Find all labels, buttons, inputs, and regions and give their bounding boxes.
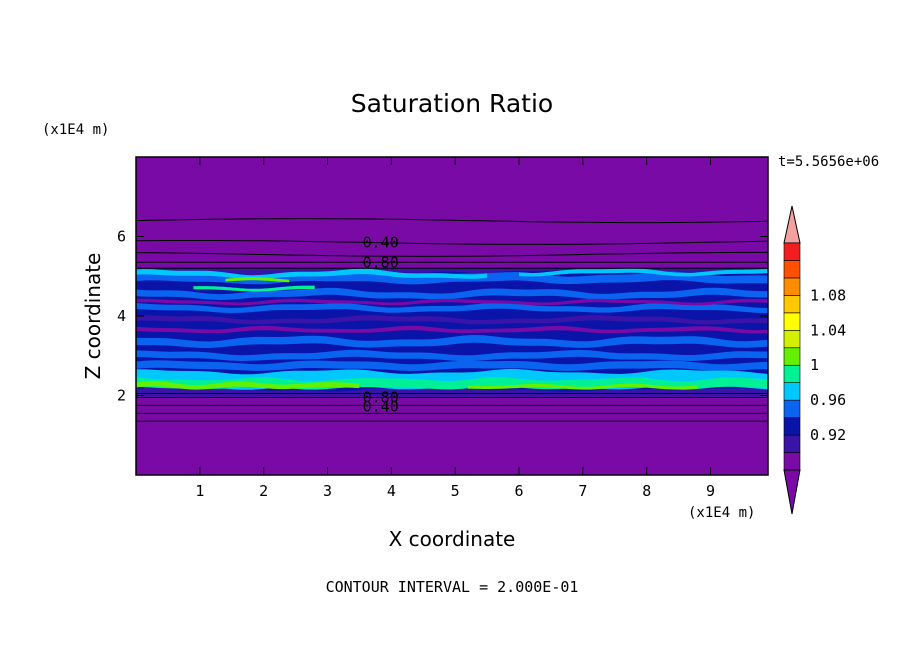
colorbar: 0.92 0.96 1 1.04 1.08 bbox=[783, 205, 846, 515]
x-tick-label-8: 8 bbox=[642, 482, 651, 500]
contour-line-0 bbox=[136, 218, 768, 224]
contour-interval-note: CONTOUR INTERVAL = 2.000E-01 bbox=[326, 578, 579, 596]
z-axis-ticks: 2 4 6 bbox=[117, 228, 768, 405]
contour-label-0: 0.40 bbox=[363, 233, 399, 251]
band-upper-green bbox=[193, 285, 315, 292]
contour-line-2 bbox=[136, 251, 768, 257]
colorbar-swatch-10 bbox=[783, 277, 801, 296]
band-upper-cyan-right bbox=[519, 268, 768, 277]
band-streak-3 bbox=[136, 315, 768, 325]
x-tick-label-6: 6 bbox=[515, 482, 524, 500]
plot-area: 0.400.800.800.40 bbox=[136, 157, 768, 475]
colorbar-under-arrow bbox=[783, 469, 801, 515]
contour-label-3: 0.40 bbox=[363, 398, 399, 416]
colorbar-swatch-2 bbox=[783, 417, 801, 436]
colorbar-swatch-11 bbox=[783, 260, 801, 279]
colorbar-swatch-9 bbox=[783, 295, 801, 314]
band-streak-5 bbox=[136, 349, 768, 362]
x-axis-ticks: 1 2 3 4 5 6 7 8 9 bbox=[195, 157, 715, 500]
z-axis-title: Z coordinate bbox=[81, 253, 105, 380]
contour-label-2: 0.80 bbox=[363, 388, 399, 406]
colorbar-swatch-4 bbox=[783, 382, 801, 401]
colorbar-swatch-8 bbox=[783, 312, 801, 331]
band-streak-1 bbox=[136, 287, 768, 300]
band-upper-cyan bbox=[136, 268, 488, 280]
contour-label-1: 0.80 bbox=[363, 253, 399, 271]
colorbar-label-1.04: 1.04 bbox=[810, 321, 846, 339]
colorbar-swatch-0 bbox=[783, 452, 801, 471]
band-streak-2 bbox=[136, 302, 768, 313]
colorbar-over-arrow bbox=[783, 205, 801, 244]
x-axis-title: X coordinate bbox=[389, 527, 516, 551]
colorbar-swatch-5 bbox=[783, 364, 801, 383]
x-tick-label-7: 7 bbox=[578, 482, 587, 500]
z-tick-label-2: 2 bbox=[117, 387, 126, 405]
x-tick-label-2: 2 bbox=[259, 482, 268, 500]
band-lower-edge bbox=[136, 394, 768, 397]
colorbar-label-0.92: 0.92 bbox=[810, 426, 846, 444]
z-tick-label-4: 4 bbox=[117, 307, 126, 325]
x-tick-label-1: 1 bbox=[195, 482, 204, 500]
colorbar-swatch-1 bbox=[783, 434, 801, 453]
band-upper-yellowgreen bbox=[225, 277, 290, 283]
contour-labels: 0.400.800.800.40 bbox=[363, 233, 399, 415]
colorbar-swatch-6 bbox=[783, 347, 801, 366]
contour-fill-bands bbox=[136, 267, 768, 397]
band-lower-yellowgreen bbox=[136, 381, 360, 390]
contour-lines bbox=[136, 218, 768, 422]
band-streak-8 bbox=[136, 298, 768, 306]
band-streak-6 bbox=[136, 360, 768, 371]
colorbar-swatch-12 bbox=[783, 242, 801, 261]
x-tick-label-9: 9 bbox=[706, 482, 715, 500]
chart-title: Saturation Ratio bbox=[351, 89, 553, 118]
z-unit-label: (x1E4 m) bbox=[42, 122, 109, 138]
colorbar-swatch-7 bbox=[783, 330, 801, 349]
colorbar-label-0.96: 0.96 bbox=[810, 391, 846, 409]
band-streak-7 bbox=[136, 325, 768, 334]
x-tick-label-3: 3 bbox=[323, 482, 332, 500]
colorbar-label-1: 1 bbox=[810, 356, 819, 374]
band-lower-yellowgreen-2 bbox=[468, 383, 698, 390]
contour-line-1 bbox=[136, 240, 768, 245]
time-label: t=5.5656e+06 bbox=[778, 154, 879, 170]
x-tick-label-5: 5 bbox=[451, 482, 460, 500]
colorbar-label-1.08: 1.08 bbox=[810, 286, 846, 304]
x-tick-label-4: 4 bbox=[387, 482, 396, 500]
x-unit-label: (x1E4 m) bbox=[688, 505, 755, 521]
z-tick-label-6: 6 bbox=[117, 228, 126, 246]
band-streak-4 bbox=[136, 335, 768, 348]
colorbar-swatch-3 bbox=[783, 399, 801, 418]
